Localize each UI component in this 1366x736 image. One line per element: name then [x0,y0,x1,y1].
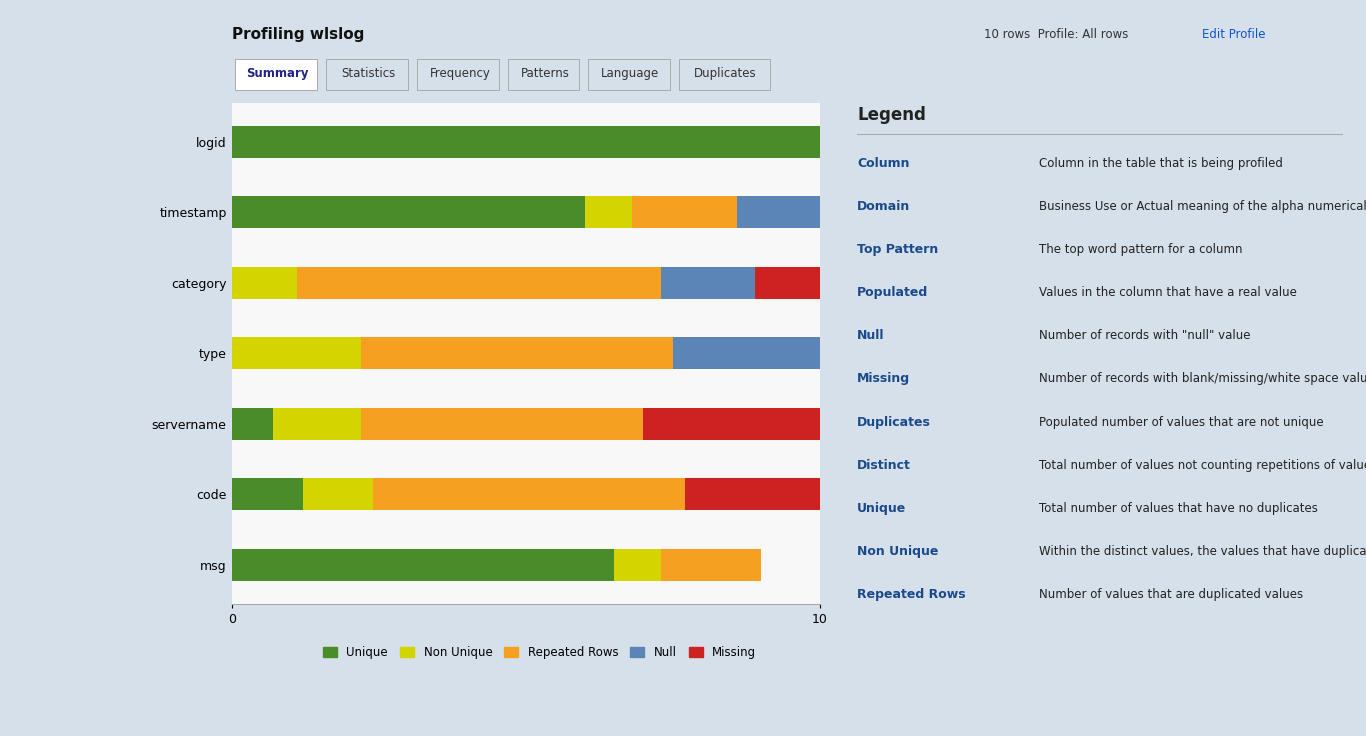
Text: Domain: Domain [856,200,910,213]
Text: Column in the table that is being profiled: Column in the table that is being profil… [1040,158,1283,170]
Bar [232,126,820,158]
Text: Total number of values that have no duplicates: Total number of values that have no dupl… [1040,502,1318,514]
Bar [738,197,820,228]
Text: Distinct: Distinct [856,459,911,472]
FancyBboxPatch shape [587,59,669,90]
Bar [232,408,273,439]
Bar [273,408,362,439]
Text: The top word pattern for a column: The top word pattern for a column [1040,244,1243,256]
Text: Edit Profile: Edit Profile [1202,29,1265,41]
Bar [755,267,820,299]
Bar [643,408,820,439]
FancyBboxPatch shape [508,59,579,90]
Text: Populated number of values that are not unique: Populated number of values that are not … [1040,416,1324,428]
Bar [362,408,643,439]
Text: Language: Language [601,67,660,80]
Bar [661,267,755,299]
Text: Column: Column [856,158,910,170]
Text: 10 rows  Profile: All rows: 10 rows Profile: All rows [984,29,1128,41]
Text: Values in the column that have a real value: Values in the column that have a real va… [1040,286,1296,300]
Text: Top Pattern: Top Pattern [856,244,938,256]
Text: Profiling wlslog: Profiling wlslog [232,27,365,43]
Bar [362,337,673,369]
Text: Frequency: Frequency [429,67,490,80]
Text: Patterns: Patterns [520,67,570,80]
FancyBboxPatch shape [417,59,500,90]
Text: Null: Null [856,330,885,342]
Text: Number of records with "null" value: Number of records with "null" value [1040,330,1250,342]
Text: Unique: Unique [856,502,906,514]
Bar [615,549,661,581]
Bar [661,549,761,581]
Text: Populated: Populated [856,286,929,300]
Bar [585,197,631,228]
Text: Summary: Summary [246,67,309,80]
Text: Non Unique: Non Unique [856,545,938,558]
Legend: Unique, Non Unique, Repeated Rows, Null, Missing: Unique, Non Unique, Repeated Rows, Null,… [318,641,761,664]
Bar [303,478,373,510]
FancyBboxPatch shape [326,59,408,90]
Bar [232,197,585,228]
Text: Legend: Legend [856,105,926,124]
Bar [672,337,820,369]
Bar [232,549,615,581]
Bar [684,478,820,510]
Text: Duplicates: Duplicates [694,67,757,80]
FancyBboxPatch shape [679,59,769,90]
Text: Total number of values not counting repetitions of values: Total number of values not counting repe… [1040,459,1366,472]
Text: Number of records with blank/missing/white space values: Number of records with blank/missing/whi… [1040,372,1366,386]
Text: Statistics: Statistics [342,67,396,80]
Bar [373,478,684,510]
Text: Repeated Rows: Repeated Rows [856,588,966,601]
Text: Business Use or Actual meaning of the alpha numerical: Business Use or Actual meaning of the al… [1040,200,1366,213]
Text: Number of values that are duplicated values: Number of values that are duplicated val… [1040,588,1303,601]
Text: Within the distinct values, the values that have duplicates: Within the distinct values, the values t… [1040,545,1366,558]
Bar [296,267,661,299]
Text: Duplicates: Duplicates [856,416,930,428]
Bar [232,267,296,299]
Bar [232,478,303,510]
Bar [631,197,738,228]
FancyBboxPatch shape [235,59,317,90]
Bar [232,337,362,369]
Text: Missing: Missing [856,372,910,386]
